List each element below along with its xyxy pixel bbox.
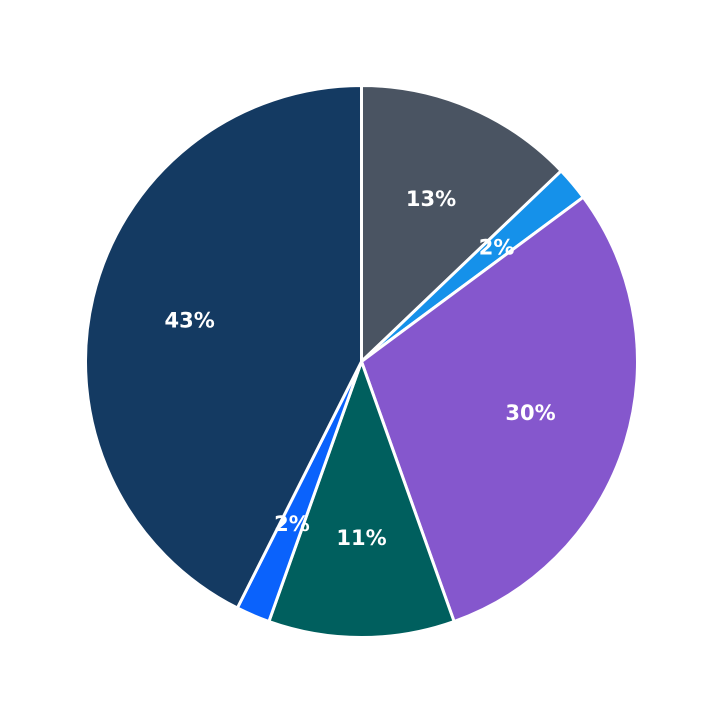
slices-layer xyxy=(84,84,640,639)
pie-slice-2 xyxy=(360,195,640,623)
pie-slice-3 xyxy=(267,360,456,639)
pie-slice-5 xyxy=(84,84,363,610)
pie-slice-label-1: 2% xyxy=(479,236,515,260)
pie-slice-label-2: 30% xyxy=(505,401,555,425)
pie-slice-0 xyxy=(360,84,563,363)
pie-slice-label-4: 2% xyxy=(274,512,310,536)
pie-slice-label-0: 13% xyxy=(406,187,456,211)
pie-slice-label-5: 43% xyxy=(165,309,215,333)
labels-layer: 13% 2% 30% 11% 2% 43% xyxy=(165,187,556,550)
pie-slice-label-3: 11% xyxy=(336,526,386,550)
